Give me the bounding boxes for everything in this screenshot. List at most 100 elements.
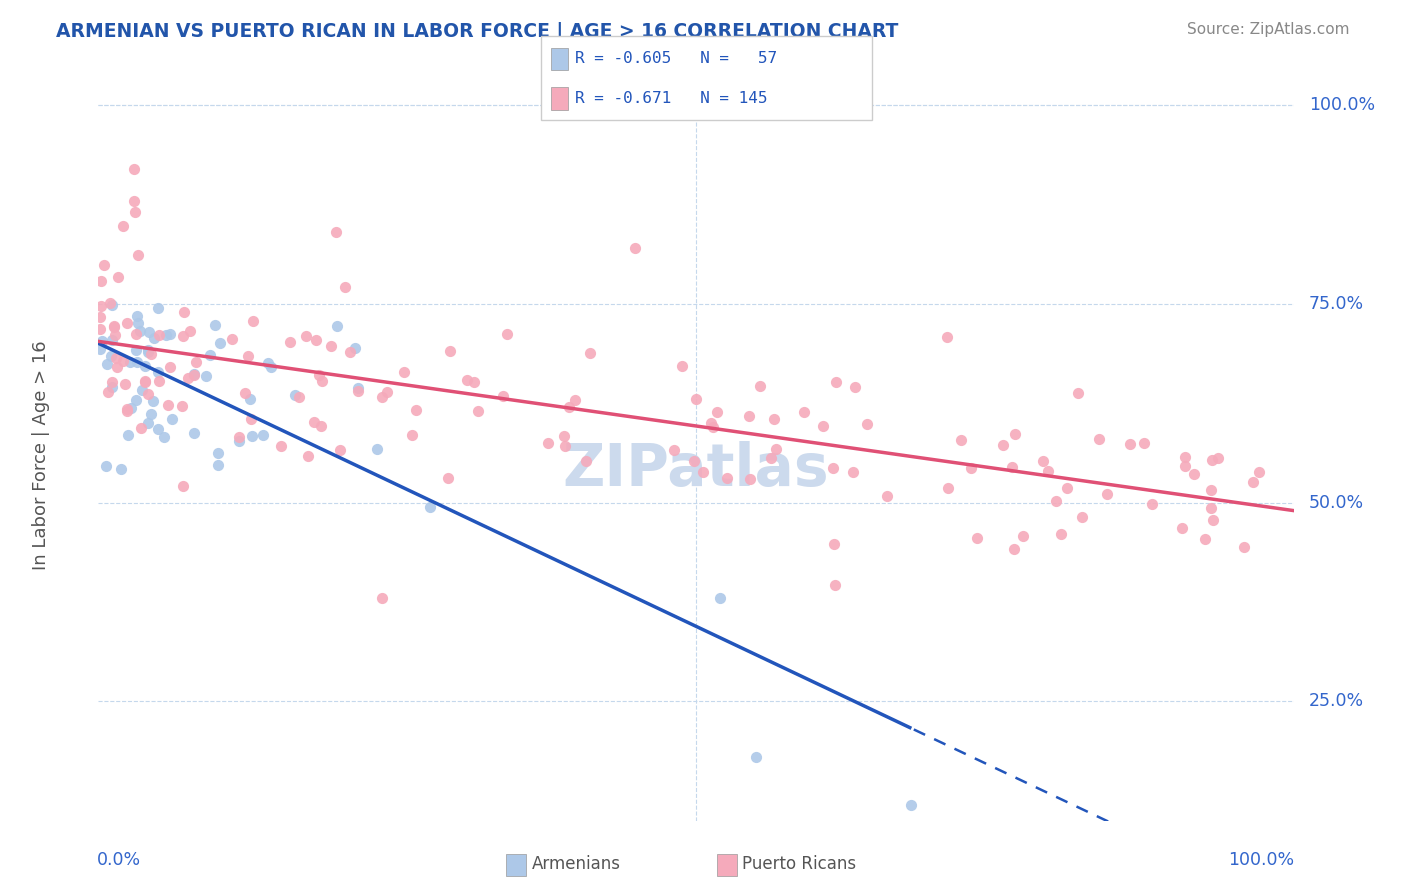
Point	[97, 384, 120, 399]
Point	[763, 412, 786, 426]
Point	[295, 329, 318, 343]
Point	[991, 438, 1014, 452]
Point	[198, 348, 221, 362]
Point	[855, 417, 877, 431]
Point	[284, 388, 307, 402]
Point	[160, 412, 183, 426]
Point	[105, 360, 128, 375]
Point	[702, 420, 724, 434]
Text: 0.0%: 0.0%	[97, 851, 142, 870]
Point	[101, 298, 124, 312]
Text: Armenians: Armenians	[531, 855, 620, 873]
Point	[876, 489, 898, 503]
Point	[1174, 459, 1197, 474]
Point	[117, 428, 139, 442]
Point	[101, 376, 124, 390]
Point	[179, 325, 201, 339]
Point	[228, 429, 250, 443]
Point	[236, 349, 259, 363]
Point	[148, 328, 170, 343]
Point	[1133, 436, 1156, 450]
Point	[692, 465, 714, 479]
Point	[136, 344, 159, 359]
Point	[122, 161, 145, 176]
Text: ARMENIAN VS PUERTO RICAN IN LABOR FORCE | AGE > 16 CORRELATION CHART: ARMENIAN VS PUERTO RICAN IN LABOR FORCE …	[56, 22, 898, 42]
Point	[456, 373, 478, 387]
Point	[115, 401, 138, 416]
Point	[683, 453, 706, 467]
Point	[405, 403, 427, 417]
Point	[1012, 528, 1035, 542]
Point	[104, 327, 127, 342]
Point	[125, 309, 148, 323]
Point	[233, 386, 256, 401]
Point	[1206, 450, 1229, 465]
Point	[325, 225, 347, 239]
Point	[1038, 464, 1060, 478]
Point	[1001, 459, 1024, 474]
Point	[252, 427, 274, 442]
Point	[270, 439, 292, 453]
Point	[333, 280, 356, 294]
Point	[159, 327, 181, 342]
Point	[148, 374, 170, 388]
Point	[280, 334, 302, 349]
Point	[492, 389, 515, 403]
Point	[89, 310, 111, 324]
Point	[125, 354, 148, 368]
Point	[377, 385, 399, 400]
Point	[575, 453, 598, 467]
Point	[297, 449, 319, 463]
Point	[127, 248, 149, 262]
Point	[811, 418, 834, 433]
Point	[437, 471, 460, 485]
Point	[1118, 436, 1140, 450]
Point	[183, 426, 205, 441]
Point	[496, 326, 519, 341]
Point	[91, 334, 114, 348]
Point	[1201, 483, 1223, 498]
Point	[1194, 532, 1216, 546]
Point	[1201, 453, 1223, 467]
Point	[936, 481, 959, 495]
Point	[1032, 454, 1054, 468]
Point	[240, 412, 263, 426]
Point	[347, 384, 370, 398]
Point	[136, 343, 159, 357]
Point	[260, 360, 283, 375]
Point	[1202, 513, 1225, 527]
Point	[208, 336, 231, 351]
Point	[685, 392, 707, 406]
Point	[101, 380, 124, 394]
Text: In Labor Force | Age > 16: In Labor Force | Age > 16	[32, 340, 51, 570]
Point	[124, 205, 146, 219]
Point	[344, 341, 367, 355]
Point	[1045, 493, 1067, 508]
Point	[288, 390, 311, 404]
Point	[129, 421, 152, 435]
Point	[128, 324, 150, 338]
Point	[759, 450, 782, 465]
Point	[1174, 450, 1197, 464]
Point	[716, 471, 738, 485]
Point	[738, 409, 761, 423]
Point	[100, 349, 122, 363]
Point	[138, 325, 160, 339]
Point	[98, 296, 121, 310]
Point	[207, 458, 229, 472]
Point	[823, 537, 845, 551]
Point	[1056, 482, 1078, 496]
Point	[1002, 541, 1025, 556]
Point	[558, 401, 581, 415]
Point	[134, 359, 156, 373]
Point	[139, 347, 162, 361]
Point	[153, 429, 176, 443]
Point	[706, 405, 728, 419]
Point	[329, 443, 352, 458]
Point	[134, 375, 156, 389]
Point	[125, 392, 148, 407]
Point	[207, 446, 229, 460]
Point	[740, 473, 762, 487]
Point	[748, 378, 770, 392]
Point	[228, 434, 250, 449]
